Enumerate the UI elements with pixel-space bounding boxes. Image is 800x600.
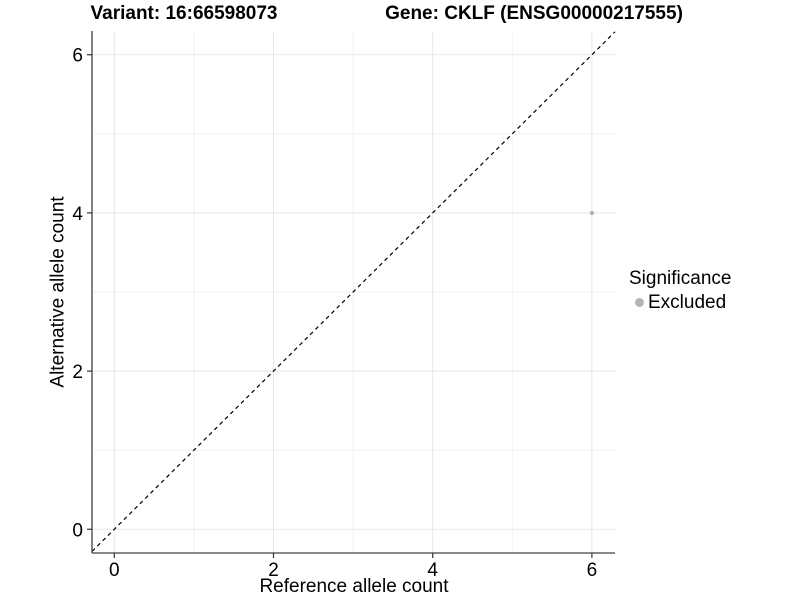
reference-line: [91, 31, 616, 552]
x-tick-label: 0: [109, 560, 120, 581]
y-tick-label: 2: [72, 362, 83, 383]
y-tick-label: 4: [72, 204, 83, 225]
y-tick-label: 6: [72, 46, 83, 67]
legend-item-label: Excluded: [648, 291, 727, 313]
legend-item-excluded: Excluded: [635, 292, 731, 314]
plot-title-gene: Gene: CKLF (ENSG00000217555): [385, 3, 683, 24]
y-axis-title: Alternative allele count: [47, 196, 69, 388]
legend-title: Significance: [629, 268, 732, 289]
x-tick-label: 2: [268, 560, 279, 581]
x-axis-title: Reference allele count: [259, 576, 449, 597]
plot-title-variant: Variant: 16:66598073: [90, 3, 278, 24]
legend-point-icon: [635, 298, 644, 308]
x-tick-label: 4: [427, 560, 438, 581]
data-point: [589, 210, 595, 216]
x-tick-label: 6: [587, 560, 598, 581]
legend: Significance Excluded: [629, 268, 731, 314]
y-tick-label: 0: [72, 520, 83, 541]
